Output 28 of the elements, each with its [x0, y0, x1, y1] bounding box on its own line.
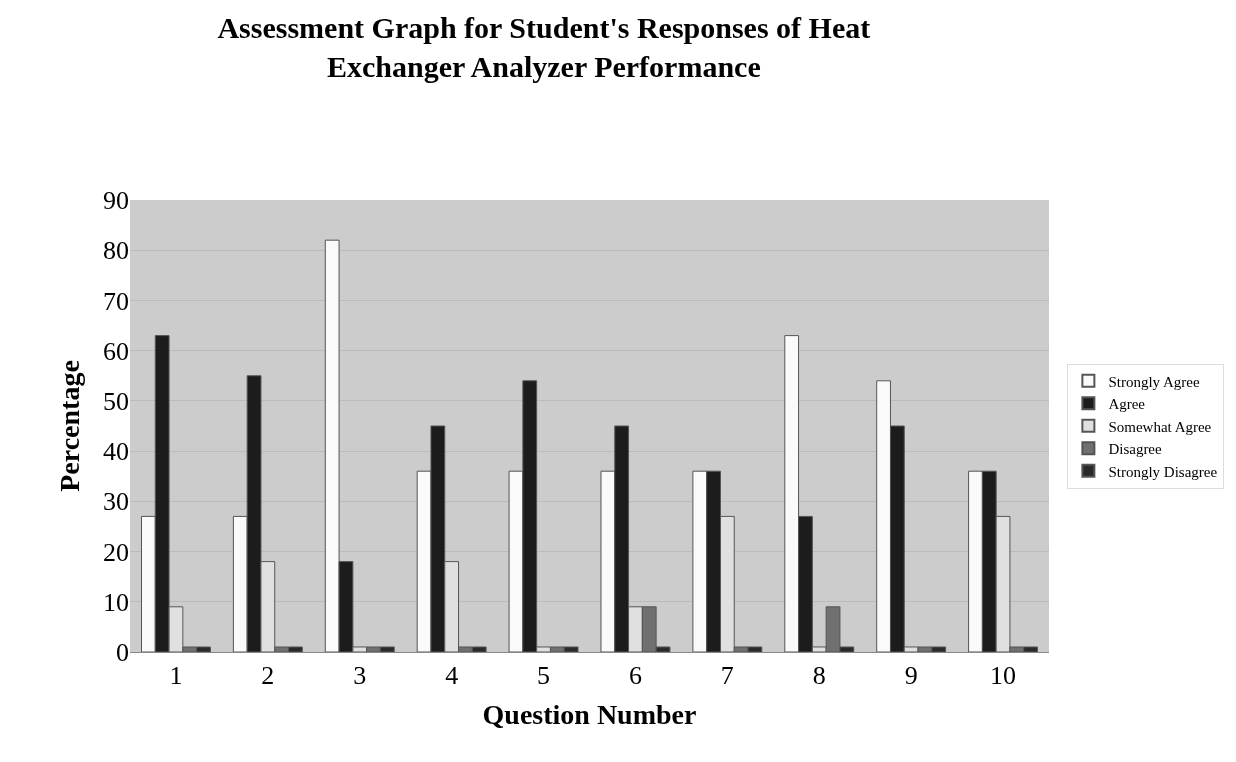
y-tick-label: 10: [103, 587, 129, 617]
x-tick-label: 3: [353, 661, 367, 691]
y-tick-label: 90: [103, 186, 129, 216]
y-tick-label: 80: [103, 236, 129, 266]
y-tick-label: 70: [103, 286, 129, 316]
chart-title: Assessment Graph for Student's Responses of Heat Exchanger Analyzer Performance: [217, 11, 871, 84]
x-tick-label: 5: [537, 661, 551, 691]
y-tick-label: 50: [103, 386, 129, 416]
x-tick-label: 8: [812, 661, 826, 691]
legend-label: Agree: [1108, 396, 1146, 413]
x-tick-label: 9: [904, 661, 918, 691]
legend-label: Strongly Agree: [1108, 373, 1200, 390]
y-tick-label: 0: [116, 638, 129, 668]
x-tick-label: 4: [445, 661, 459, 691]
x-axis-title: Question Number: [482, 699, 697, 731]
x-tick-label: 6: [628, 661, 642, 691]
y-tick-label: 30: [103, 487, 129, 517]
legend-label: Strongly Disagree: [1108, 463, 1218, 480]
y-tick-label: 60: [103, 336, 129, 366]
legend-label: Somewhat Agree: [1108, 418, 1212, 435]
x-tick-label: 2: [261, 661, 275, 691]
x-tick-label: 1: [169, 661, 183, 691]
y-tick-label: 40: [103, 437, 129, 467]
legend-label: Disagree: [1108, 441, 1163, 458]
y-axis-title: Percentage: [53, 360, 85, 492]
x-tick-label: 7: [720, 661, 734, 691]
y-tick-label: 20: [103, 537, 129, 567]
x-tick-label: 10: [990, 661, 1017, 691]
